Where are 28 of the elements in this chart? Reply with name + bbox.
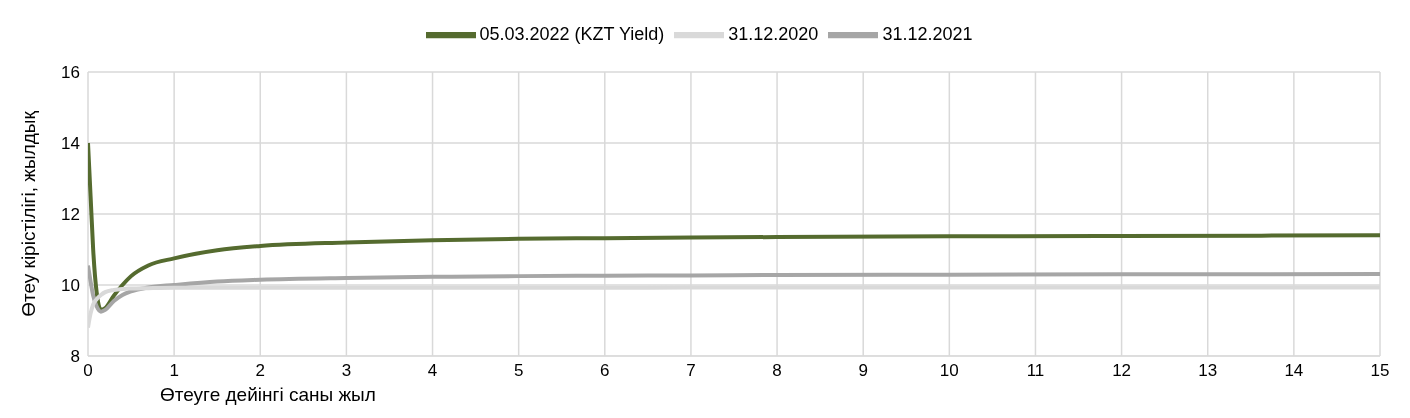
- y-tick-label: 16: [61, 63, 80, 83]
- x-tick-label: 2: [255, 361, 265, 381]
- legend-label: 05.03.2022 (KZT Yield): [479, 23, 665, 44]
- x-tick-label: 12: [1112, 361, 1132, 381]
- x-tick-label: 0: [83, 361, 93, 381]
- line-series: [88, 141, 1380, 312]
- x-tick-label: 1: [169, 361, 179, 381]
- x-tick-label: 3: [341, 361, 352, 381]
- x-tick-label: 14: [1284, 361, 1304, 381]
- x-tick-label: 10: [939, 361, 959, 381]
- x-tick-label: 11: [1026, 361, 1045, 381]
- legend-label: 31.12.2021: [882, 23, 973, 44]
- legend-label: 31.12.2020: [728, 23, 819, 44]
- x-tick-label: 8: [772, 361, 782, 381]
- x-tick-label: 15: [1370, 361, 1390, 381]
- x-tick-label: 4: [427, 361, 438, 381]
- y-tick-label: 8: [70, 347, 80, 367]
- x-tick-label: 7: [686, 361, 696, 381]
- y-tick-label: 14: [61, 134, 80, 154]
- y-tick-label: 10: [61, 276, 80, 296]
- x-axis-title: Өтеуге дейінгі саны жыл: [160, 384, 376, 406]
- y-axis-title: Өтеу кірістілігі, жылдық: [17, 110, 39, 317]
- line-series: [88, 263, 1380, 314]
- x-tick-label: 9: [858, 361, 868, 381]
- y-tick-label: 12: [61, 205, 80, 225]
- x-tick-label: 6: [600, 361, 610, 381]
- x-tick-label: 5: [513, 361, 524, 381]
- x-tick-label: 13: [1198, 361, 1218, 381]
